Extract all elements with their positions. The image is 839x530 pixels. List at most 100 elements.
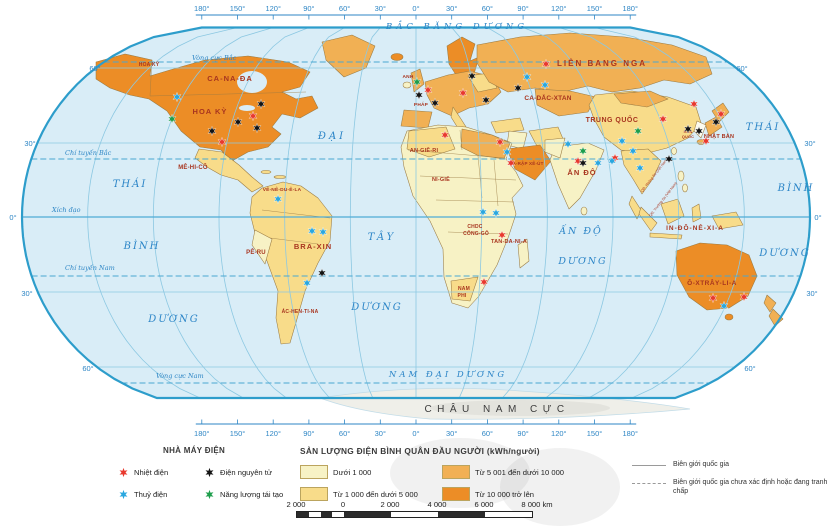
legend-class-1: Dưới 1 000 bbox=[300, 461, 442, 483]
legend-item-label: Thuỷ điện bbox=[134, 489, 168, 499]
marker-thermal bbox=[497, 229, 507, 241]
map-frame-layer bbox=[20, 26, 812, 400]
philippines-shape2 bbox=[682, 183, 688, 193]
bottom-tick-label: 90° bbox=[517, 429, 528, 438]
marker-nuclear bbox=[664, 153, 674, 165]
marker-nuclear bbox=[430, 97, 440, 109]
bottom-tick-label: 120° bbox=[265, 429, 281, 438]
country-label: PHÁP bbox=[414, 101, 429, 108]
top-tick-label: 60° bbox=[482, 4, 493, 13]
marker-nuclear bbox=[481, 94, 491, 106]
country-label: CA-DẮC-XTAN bbox=[524, 93, 571, 102]
marker-thermal bbox=[541, 58, 551, 70]
marker-thermal bbox=[689, 98, 699, 110]
top-tick-label: 180° bbox=[622, 4, 638, 13]
sri-lanka-shape bbox=[580, 206, 588, 216]
legend-class-label: Từ 5 001 đến dưới 10 000 bbox=[475, 467, 565, 477]
legend-class-4: Từ 10 000 trở lên bbox=[442, 483, 614, 505]
ocean-label: THÁI bbox=[746, 121, 781, 133]
meridian-line bbox=[284, 27, 345, 399]
top-tick-label: 90° bbox=[303, 4, 314, 13]
graticule-line-label: Chí tuyến Nam bbox=[65, 263, 115, 272]
country-label: CA-NA-ĐA bbox=[207, 74, 253, 83]
latitude-label: 60° bbox=[89, 64, 100, 73]
scale-sub-segment bbox=[320, 512, 333, 517]
hydro-star-glyph bbox=[119, 489, 128, 499]
bottom-tick-label: 180° bbox=[622, 429, 638, 438]
legend-item-thermal: Nhiệt điện bbox=[118, 461, 204, 483]
mexico-central-america-shape bbox=[194, 148, 264, 193]
latitude-label: 30° bbox=[804, 139, 815, 148]
scale-number: 2 000 bbox=[286, 500, 306, 509]
legend-class-swatch bbox=[300, 465, 328, 479]
latitude-label: 60° bbox=[736, 64, 747, 73]
graticule-line-label: Vòng cực Bắc bbox=[192, 53, 237, 62]
marker-thermal bbox=[217, 136, 227, 148]
top-tick-label: 120° bbox=[551, 4, 567, 13]
country-label: NHẬT BẢN bbox=[704, 133, 734, 140]
marker-hydro bbox=[563, 138, 573, 150]
latitude-label: 60° bbox=[82, 364, 93, 373]
marker-renewable bbox=[633, 125, 643, 137]
meridian-line bbox=[87, 27, 238, 399]
top-tick-label: 30° bbox=[375, 4, 386, 13]
marker-hydro bbox=[617, 135, 627, 147]
country-label: ANH bbox=[403, 74, 414, 80]
marker-thermal bbox=[458, 87, 468, 99]
top-tick-label: 180° bbox=[194, 4, 210, 13]
ocean-label: BẮC BĂNG DƯƠNG bbox=[385, 19, 528, 32]
top-tick-label: 0° bbox=[412, 4, 419, 13]
marker-nuclear bbox=[414, 89, 424, 101]
scale-segment bbox=[344, 512, 391, 517]
legend-class-swatch bbox=[442, 487, 470, 501]
renewable-star-icon bbox=[205, 489, 214, 499]
marker-thermal bbox=[440, 129, 450, 141]
marker-thermal bbox=[495, 136, 505, 148]
power-plant-legend: Nhiệt điện Thuỷ điện Điện nguyên tử Năng lư… bbox=[118, 461, 334, 505]
marker-hydro bbox=[478, 206, 488, 218]
legend-class-3: Từ 5 001 đến dưới 10 000 bbox=[442, 461, 614, 483]
latitude-label: 30° bbox=[806, 289, 817, 298]
africa-border7 bbox=[493, 159, 499, 207]
kazakhstan-shape bbox=[534, 88, 597, 117]
marker-hydro bbox=[635, 162, 645, 174]
legend-class-swatch bbox=[300, 487, 328, 501]
nuclear-star-glyph bbox=[205, 467, 214, 477]
graticule-line-label: Chí tuyến Bắc bbox=[65, 148, 112, 157]
ocean-label: DƯƠNG bbox=[758, 248, 810, 259]
marker-nuclear bbox=[467, 70, 477, 82]
sa-border2 bbox=[269, 237, 319, 245]
scale-number: 2 000 bbox=[380, 500, 400, 509]
scale-sub-segment bbox=[332, 512, 344, 517]
ocean-label: NAM ĐẠI DƯƠNG bbox=[388, 369, 507, 380]
meridian-line bbox=[522, 27, 614, 399]
latitude-label: 0° bbox=[9, 213, 16, 222]
map-outline bbox=[20, 26, 812, 400]
ocean-label: ĐẠI bbox=[317, 131, 346, 142]
legend-class-label: Từ 1 000 đến dưới 5 000 bbox=[333, 489, 418, 499]
marker-thermal bbox=[701, 135, 711, 147]
latitude-label: 30° bbox=[21, 289, 32, 298]
production-legend: Dưới 1 000 Từ 1 000 đến dưới 5 000 Từ 5 00… bbox=[300, 461, 614, 505]
ocean-label: BÌNH bbox=[777, 182, 815, 194]
new-zealand-north-shape bbox=[763, 294, 777, 313]
marker-nuclear bbox=[233, 116, 243, 128]
hydro-star-icon bbox=[119, 489, 128, 499]
ocean-label: THÁI bbox=[113, 178, 148, 190]
scale-segment bbox=[485, 512, 532, 517]
thermal-star-icon bbox=[119, 467, 128, 477]
sumatra-shape bbox=[638, 206, 658, 232]
legend-class-label: Dưới 1 000 bbox=[333, 467, 372, 477]
meridian-line bbox=[558, 27, 680, 399]
iberia-shape bbox=[400, 109, 433, 129]
marker-hydro bbox=[491, 207, 501, 219]
marker-hydro bbox=[172, 91, 182, 103]
marker-thermal bbox=[708, 292, 718, 304]
tasmania-shape bbox=[724, 313, 734, 321]
marker-nuclear bbox=[207, 125, 217, 137]
marker-nuclear bbox=[513, 82, 523, 94]
bottom-tick-label: 60° bbox=[482, 429, 493, 438]
marker-nuclear bbox=[578, 157, 588, 169]
renewable-star-glyph bbox=[205, 489, 214, 499]
